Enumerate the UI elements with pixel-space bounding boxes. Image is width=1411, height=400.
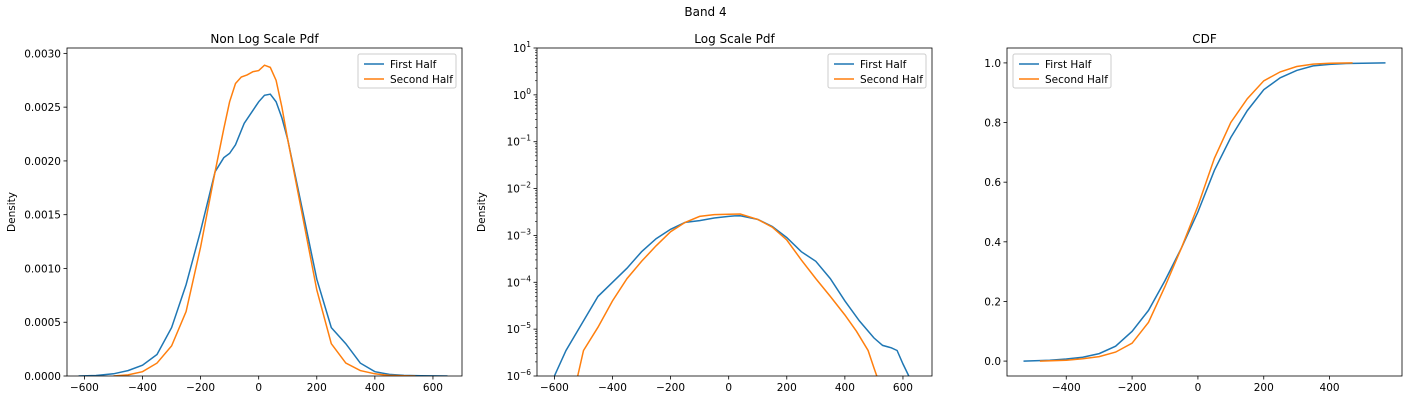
legend: First Half Second Half [827,53,927,89]
x-tick-label: −200 [656,382,685,394]
y-tick-label: 1.0 [984,58,1001,70]
x-tick-label: −400 [598,382,627,394]
series-line-second-half [1039,62,1353,362]
x-tick-label: 400 [835,382,855,394]
y-tick-label: 0.6 [984,177,1001,189]
y-tick-label: 0.0 [984,356,1001,368]
series-line-first-half [1023,62,1386,362]
y-tick-label: 0.8 [984,118,1001,130]
y-tick-label: 101 [513,40,531,55]
y-axis-label: Density [6,192,18,232]
x-tick-label: 0 [725,382,732,394]
x-tick-label: 200 [777,382,797,394]
plot-frame [536,47,933,377]
x-tick-label: −200 [1118,382,1147,394]
pdf-linear-panel: Non Log Scale Pdf −600 −400 −200 0 200 400 600 0… [6,32,463,394]
y-tick-label: 0.4 [984,237,1001,249]
legend-label-second-half: Second Half [390,74,453,86]
legend-label-second-half: Second Half [1045,74,1108,86]
x-tick-label: −400 [128,382,157,394]
y-tick-label: 100 [513,87,531,102]
series-line-first-half [78,93,448,376]
legend-label-second-half: Second Half [860,74,923,86]
legend-label-first-half: First Half [1045,59,1092,71]
x-tick-label: −600 [70,382,99,394]
y-tick-label: 10−5 [507,321,532,336]
x-tick-label: 200 [1254,382,1274,394]
y-tick-label: 10−1 [507,134,532,149]
y-tick-label: 10−3 [507,227,532,242]
y-tick-label: 0.0020 [24,156,61,168]
y-tick-label: 0.0005 [24,317,61,329]
plot-frame [1006,47,1403,377]
x-tick-label: 0 [255,382,262,394]
x-tick-label: 600 [893,382,913,394]
chart-title: Non Log Scale Pdf [210,32,319,46]
y-tick-label: 10−2 [507,181,532,196]
series-line-first-half [553,215,910,376]
y-tick-label: 0.2 [984,296,1001,308]
legend: First Half Second Half [1012,53,1112,89]
series-line-second-half [113,64,416,376]
y-axis-label: Density [476,192,488,232]
plot-frame [66,47,463,377]
chart-title: Log Scale Pdf [694,32,775,46]
legend-label-first-half: First Half [860,59,907,71]
y-tick-label: 0.0000 [24,371,61,383]
x-tick-label: 200 [307,382,327,394]
x-tick-label: −600 [540,382,569,394]
x-tick-label: 400 [1320,382,1340,394]
y-tick-label: 0.0010 [24,263,61,275]
y-tick-label: 10−6 [507,368,532,383]
y-tick-label: 0.0025 [24,102,61,114]
x-tick-label: 0 [1195,382,1202,394]
x-tick-label: 600 [423,382,443,394]
chart-title: CDF [1192,32,1217,46]
figure-suptitle: Band 4 [684,5,727,19]
legend-label-first-half: First Half [390,59,437,71]
x-tick-label: −400 [1052,382,1081,394]
y-tick-label: 0.0030 [24,48,61,60]
y-tick-label: 0.0015 [24,210,61,222]
x-tick-label: −200 [186,382,215,394]
legend: First Half Second Half [357,53,457,89]
cdf-panel: CDF −400 −200 0 200 400 0.0 0.2 0.4 0.6 0.8 1.0 Firs… [984,32,1403,394]
pdf-log-panel: Log Scale Pdf −600 −400 −200 0 200 400 600 10−6 1… [476,32,933,394]
x-tick-label: 400 [365,382,385,394]
series-line-second-half [576,213,878,376]
y-tick-label: 10−4 [507,274,532,289]
